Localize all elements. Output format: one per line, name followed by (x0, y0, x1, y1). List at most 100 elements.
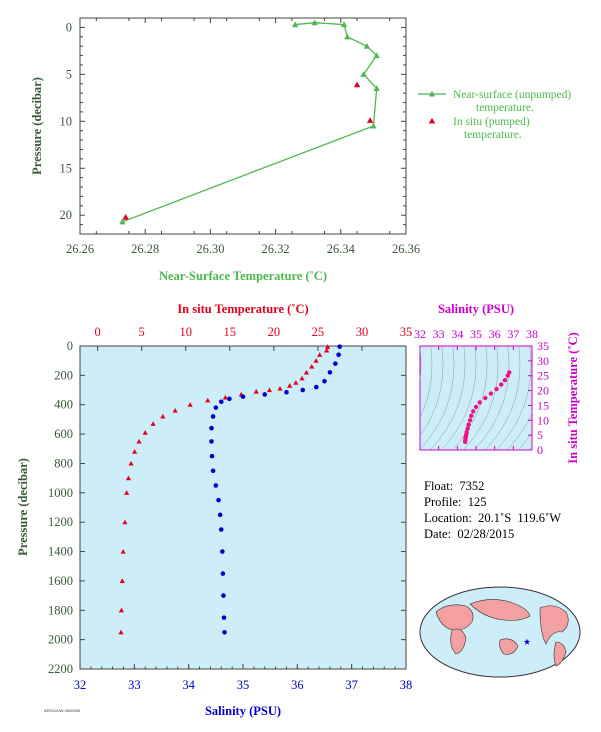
salinity-tick-label: 35 (237, 678, 250, 692)
near-surface-marker (344, 33, 351, 40)
temperature-point (120, 548, 126, 554)
temperature-point (299, 375, 305, 381)
temperature-point (128, 460, 134, 466)
pressure-tick-label: 2200 (48, 662, 73, 676)
salinity-point (336, 352, 341, 358)
ts-x-tick-label: 34 (451, 327, 463, 341)
top-y-tick-label: 0 (66, 20, 72, 34)
near-surface-marker (373, 85, 380, 91)
density-contour (420, 346, 455, 450)
ts-point (471, 409, 476, 414)
salinity-point (210, 468, 216, 474)
salinity-point (213, 483, 219, 488)
temp-tick-label: 20 (268, 325, 281, 339)
pressure-tick-label: 0 (67, 339, 73, 353)
ts-y-tick-label: 20 (537, 384, 549, 398)
pressure-tick-label: 1400 (48, 545, 73, 559)
temperature-point (122, 519, 128, 525)
ts-point (469, 413, 474, 419)
salinity-point (221, 615, 227, 620)
density-contour (420, 346, 444, 437)
ts-x-tick-label: 38 (526, 327, 538, 341)
pressure-tick-label: 1000 (48, 486, 73, 500)
near-surface-marker (311, 19, 318, 26)
stamp: ARGO/UW 0000000 (44, 708, 81, 713)
temperature-point (187, 402, 193, 407)
near-surface-line (122, 22, 378, 223)
pressure-tick-label: 400 (54, 398, 73, 412)
temperature-point (172, 408, 178, 413)
ts-y-tick-label: 25 (537, 369, 549, 383)
pressure-tick-label: 2000 (48, 633, 73, 647)
map-landmass (450, 628, 467, 655)
in-situ-marker (122, 213, 129, 220)
temperature-point (277, 385, 283, 391)
near-surface-marker (340, 21, 348, 28)
salinity-point (314, 384, 319, 390)
temperature-point (119, 578, 125, 583)
map-landmass (469, 599, 531, 621)
ts-point (488, 391, 494, 396)
near-surface-marker (360, 71, 367, 77)
temp-tick-label: 15 (224, 325, 237, 339)
ts-point (483, 395, 488, 401)
salinity-tick-label: 34 (182, 678, 195, 692)
pressure-tick-label: 1600 (48, 574, 73, 588)
pressure-tick-label: 1200 (48, 515, 73, 529)
ts-density-contours (420, 346, 532, 450)
salinity-point (322, 378, 327, 384)
top-y-tick-label: 20 (60, 208, 73, 222)
salinity-point (213, 405, 219, 410)
ts-x-tick-label: 33 (433, 327, 445, 341)
ts-x-tick-label: 37 (507, 327, 519, 341)
top-x-axis-label: Near-Surface Temperature (˚C) (159, 269, 327, 283)
salinity-tick-label: 36 (291, 678, 304, 692)
temperature-point (309, 363, 315, 369)
temperature-point (118, 607, 125, 613)
temperature-point (124, 490, 130, 495)
salinity-tick-label: 38 (400, 678, 413, 692)
salinity-point (240, 394, 246, 399)
salinity-tick-label: 32 (74, 678, 87, 692)
density-contour (484, 346, 521, 450)
temperature-point (324, 344, 331, 349)
temperature-point (142, 430, 148, 435)
salinity-point (218, 527, 224, 532)
temp-tick-label: 10 (179, 325, 192, 339)
top-y-tick-label: 5 (66, 67, 72, 81)
ts-point (507, 370, 512, 375)
temperature-point (160, 413, 166, 419)
near-surface-marker (291, 21, 299, 28)
temp-tick-label: 35 (400, 325, 413, 339)
salinity-axis-label: Salinity (PSU) (205, 704, 281, 718)
temperature-point (303, 369, 310, 375)
salinity-point (327, 370, 333, 375)
near-surface-marker (119, 218, 126, 225)
temperature-point (266, 387, 273, 393)
density-contour (440, 346, 477, 450)
map-landmass (499, 638, 519, 655)
temp-tick-label: 0 (94, 325, 100, 339)
salinity-point (227, 396, 232, 402)
temperature-point (136, 438, 142, 444)
ts-y-tick-label: 0 (537, 443, 543, 457)
legend-in-situ-label: In situ (pumped) (453, 116, 530, 128)
salinity-point (218, 399, 224, 405)
salinity-point (217, 512, 223, 518)
ts-point (462, 439, 468, 445)
salinity-point (222, 629, 227, 635)
salinity-point (300, 387, 306, 393)
temperature-point (293, 380, 299, 385)
temperature-point (324, 347, 330, 353)
in-situ-marker (353, 81, 361, 88)
top-x-tick-label: 26.34 (327, 242, 356, 256)
salinity-point (333, 361, 338, 366)
density-contour (420, 346, 433, 418)
legend-in-situ-label-2: temperature. (464, 129, 522, 141)
top-x-tick-label: 26.32 (262, 242, 290, 256)
ts-y-axis-label: In situ Temperature (˚C) (566, 332, 580, 463)
date: Date: 02/28/2015 (424, 527, 515, 541)
temp-tick-label: 5 (139, 325, 145, 339)
map-landmass (539, 605, 569, 645)
